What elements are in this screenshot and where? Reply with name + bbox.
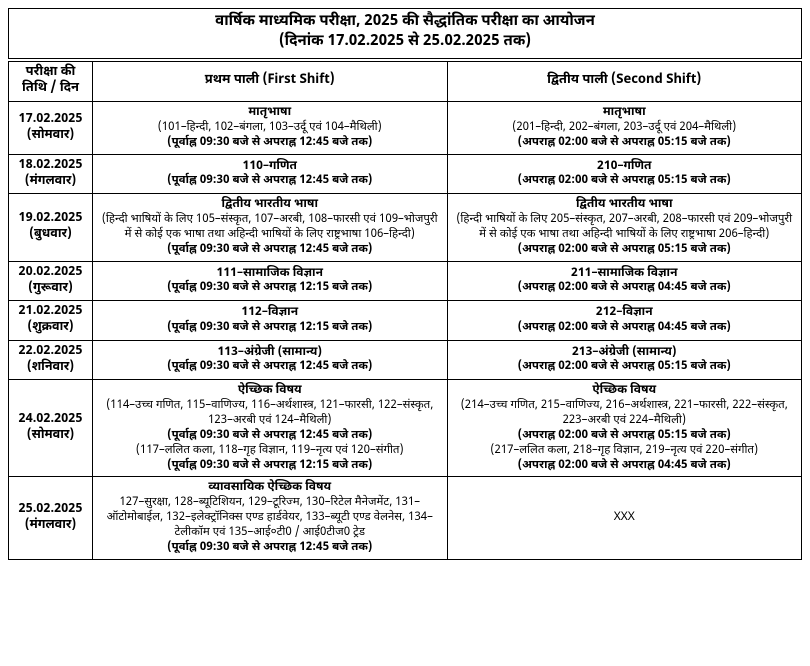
subject-detail: (हिन्दी भाषियों के लिए 105–संस्कृत, 107–… — [97, 213, 443, 243]
exam-day: (मंगलवार) — [13, 518, 88, 534]
empty-cell: XXX — [452, 510, 798, 526]
timing: (अपराह्न 02:00 बजे से अपराह्न 05:15 बजे … — [452, 243, 798, 258]
shift1-cell: 111–सामाजिक विज्ञान (पूर्वाह्न 09:30 बजे… — [93, 261, 448, 301]
header-shift2: द्वितीय पाली (Second Shift) — [447, 61, 802, 102]
date-cell: 22.02.2025 (शनिवार) — [9, 340, 93, 380]
exam-date: 25.02.2025 — [13, 502, 88, 518]
timing: (पूर्वाह्न 09:30 बजे से अपराह्न 12:15 बज… — [97, 321, 443, 336]
shift2-cell: XXX — [447, 477, 802, 559]
subject-detail: (हिन्दी भाषियों के लिए 205–संस्कृत, 207–… — [452, 213, 798, 243]
title-line1: वार्षिक माध्यमिक परीक्षा, 2025 की सैद्धा… — [11, 13, 799, 33]
header-date: परीक्षा की तिथि / दिन — [9, 61, 93, 102]
exam-date: 21.02.2025 — [13, 304, 88, 320]
subject-detail: (214–उच्च गणित, 215–वाणिज्य, 216–अर्थशास… — [452, 399, 798, 429]
timing: (अपराह्न 02:00 बजे से अपराह्न 05:15 बजे … — [452, 360, 798, 375]
subject: 111–सामाजिक विज्ञान — [97, 266, 443, 282]
title-line2: (दिनांक 17.02.2025 से 25.02.2025 तक) — [11, 33, 799, 53]
table-row: 22.02.2025 (शनिवार) 113–अंग्रेजी (सामान्… — [9, 340, 802, 380]
subject: 110–गणित — [97, 159, 443, 175]
header-shift1: प्रथम पाली (First Shift) — [93, 61, 448, 102]
table-row: 21.02.2025 (शुक्रवार) 112–विज्ञान (पूर्व… — [9, 301, 802, 341]
exam-day: (मंगलवार) — [13, 174, 88, 190]
shift1-cell: व्यावसायिक ऐच्छिक विषय 127–सुरक्षा, 128–… — [93, 477, 448, 559]
timing: (पूर्वाह्न 09:30 बजे से अपराह्न 12:45 बज… — [97, 360, 443, 375]
shift1-cell: 110–गणित (पूर्वाह्न 09:30 बजे से अपराह्न… — [93, 154, 448, 194]
date-cell: 20.02.2025 (गुरूवार) — [9, 261, 93, 301]
subject: ऐच्छिक विषय — [97, 383, 443, 399]
shift2-cell: 210–गणित (अपराह्न 02:00 बजे से अपराह्न 0… — [447, 154, 802, 194]
shift2-cell: 211–सामाजिक विज्ञान (अपराह्न 02:00 बजे स… — [447, 261, 802, 301]
exam-date: 19.02.2025 — [13, 211, 88, 227]
exam-date: 17.02.2025 — [13, 112, 88, 128]
shift2-cell: 213–अंग्रेजी (सामान्य) (अपराह्न 02:00 बज… — [447, 340, 802, 380]
table-row: 18.02.2025 (मंगलवार) 110–गणित (पूर्वाह्न… — [9, 154, 802, 194]
timing: (अपराह्न 02:00 बजे से अपराह्न 05:15 बजे … — [452, 136, 798, 151]
subject: 211–सामाजिक विज्ञान — [452, 266, 798, 282]
timing: (अपराह्न 02:00 बजे से अपराह्न 04:45 बजे … — [452, 459, 798, 474]
subject-detail: (101–हिन्दी, 102–बंगला, 103–उर्दू एवं 10… — [97, 121, 443, 136]
subject: ऐच्छिक विषय — [452, 383, 798, 399]
timing: (पूर्वाह्न 09:30 बजे से अपराह्न 12:45 बज… — [97, 136, 443, 151]
timing: (पूर्वाह्न 09:30 बजे से अपराह्न 12:15 बज… — [97, 459, 443, 474]
date-cell: 21.02.2025 (शुक्रवार) — [9, 301, 93, 341]
subject: 112–विज्ञान — [97, 305, 443, 321]
shift2-cell: मातृभाषा (201–हिन्दी, 202–बंगला, 203–उर्… — [447, 102, 802, 154]
exam-date: 22.02.2025 — [13, 344, 88, 360]
shift1-cell: ऐच्छिक विषय (114–उच्च गणित, 115–वाणिज्य,… — [93, 380, 448, 477]
table-row: 17.02.2025 (सोमवार) मातृभाषा (101–हिन्दी… — [9, 102, 802, 154]
table-row: 24.02.2025 (सोमवार) ऐच्छिक विषय (114–उच्… — [9, 380, 802, 477]
shift1-cell: मातृभाषा (101–हिन्दी, 102–बंगला, 103–उर्… — [93, 102, 448, 154]
exam-day: (सोमवार) — [13, 428, 88, 444]
shift2-cell: 212–विज्ञान (अपराह्न 02:00 बजे से अपराह्… — [447, 301, 802, 341]
table-row: 19.02.2025 (बुधवार) द्वितीय भारतीय भाषा … — [9, 194, 802, 261]
subject: 210–गणित — [452, 159, 798, 175]
date-cell: 24.02.2025 (सोमवार) — [9, 380, 93, 477]
date-cell: 18.02.2025 (मंगलवार) — [9, 154, 93, 194]
subject-detail: (217–ललित कला, 218–गृह विज्ञान, 219–नृत्… — [452, 444, 798, 459]
timing: (पूर्वाह्न 09:30 बजे से अपराह्न 12:15 बज… — [97, 281, 443, 296]
exam-date: 18.02.2025 — [13, 158, 88, 174]
timing: (पूर्वाह्न 09:30 बजे से अपराह्न 12:45 बज… — [97, 429, 443, 444]
subject-detail: (201–हिन्दी, 202–बंगला, 203–उर्दू एवं 20… — [452, 121, 798, 136]
shift1-cell: द्वितीय भारतीय भाषा (हिन्दी भाषियों के ल… — [93, 194, 448, 261]
date-cell: 25.02.2025 (मंगलवार) — [9, 477, 93, 559]
subject: मातृभाषा — [97, 105, 443, 121]
subject: व्यावसायिक ऐच्छिक विषय — [97, 480, 443, 496]
subject: 213–अंग्रेजी (सामान्य) — [452, 345, 798, 361]
subject: मातृभाषा — [452, 105, 798, 121]
exam-date: 24.02.2025 — [13, 412, 88, 428]
exam-date: 20.02.2025 — [13, 265, 88, 281]
timing: (अपराह्न 02:00 बजे से अपराह्न 04:45 बजे … — [452, 281, 798, 296]
timing: (अपराह्न 02:00 बजे से अपराह्न 05:15 बजे … — [452, 429, 798, 444]
subject: द्वितीय भारतीय भाषा — [452, 197, 798, 213]
shift1-cell: 113–अंग्रेजी (सामान्य) (पूर्वाह्न 09:30 … — [93, 340, 448, 380]
shift2-cell: ऐच्छिक विषय (214–उच्च गणित, 215–वाणिज्य,… — [447, 380, 802, 477]
shift1-cell: 112–विज्ञान (पूर्वाह्न 09:30 बजे से अपरा… — [93, 301, 448, 341]
date-cell: 17.02.2025 (सोमवार) — [9, 102, 93, 154]
subject: 212–विज्ञान — [452, 305, 798, 321]
subject-detail: (117–ललित कला, 118–गृह विज्ञान, 119–नृत्… — [97, 444, 443, 459]
exam-day: (बुधवार) — [13, 227, 88, 243]
exam-schedule-table: परीक्षा की तिथि / दिन प्रथम पाली (First … — [8, 61, 802, 560]
table-row: 25.02.2025 (मंगलवार) व्यावसायिक ऐच्छिक व… — [9, 477, 802, 559]
timing: (अपराह्न 02:00 बजे से अपराह्न 05:15 बजे … — [452, 174, 798, 189]
subject: 113–अंग्रेजी (सामान्य) — [97, 345, 443, 361]
timing: (अपराह्न 02:00 बजे से अपराह्न 04:45 बजे … — [452, 321, 798, 336]
exam-day: (शनिवार) — [13, 360, 88, 376]
subject: द्वितीय भारतीय भाषा — [97, 197, 443, 213]
subject-detail: 127–सुरक्षा, 128–ब्यूटिशियन, 129–टूरिज्म… — [97, 496, 443, 541]
shift2-cell: द्वितीय भारतीय भाषा (हिन्दी भाषियों के ल… — [447, 194, 802, 261]
table-row: 20.02.2025 (गुरूवार) 111–सामाजिक विज्ञान… — [9, 261, 802, 301]
exam-day: (गुरूवार) — [13, 281, 88, 297]
date-cell: 19.02.2025 (बुधवार) — [9, 194, 93, 261]
timing: (पूर्वाह्न 09:30 बजे से अपराह्न 12:45 बज… — [97, 174, 443, 189]
timing: (पूर्वाह्न 09:30 बजे से अपराह्न 12:45 बज… — [97, 541, 443, 556]
exam-day: (सोमवार) — [13, 128, 88, 144]
subject-detail: (114–उच्च गणित, 115–वाणिज्य, 116–अर्थशास… — [97, 399, 443, 429]
timing: (पूर्वाह्न 09:30 बजे से अपराह्न 12:45 बज… — [97, 243, 443, 258]
main-title: वार्षिक माध्यमिक परीक्षा, 2025 की सैद्धा… — [8, 8, 802, 59]
exam-day: (शुक्रवार) — [13, 320, 88, 336]
